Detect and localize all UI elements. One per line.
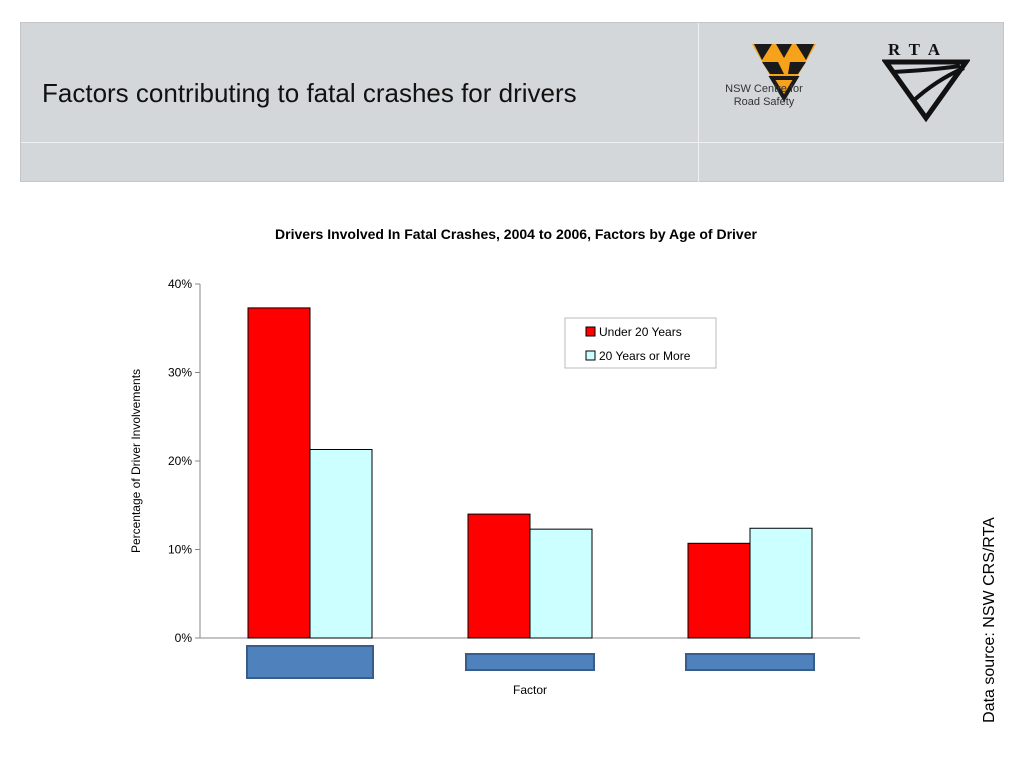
header-divider-horizontal xyxy=(21,142,1005,143)
y-tick-label: 20% xyxy=(168,454,192,468)
rta-logo-text: RTA xyxy=(888,40,950,59)
factor-label-box-1 xyxy=(246,645,374,679)
header-divider-vertical xyxy=(698,23,699,183)
bar-over-20-3 xyxy=(749,527,813,639)
legend-label-2: 20 Years or More xyxy=(599,349,691,363)
header-banner xyxy=(20,22,1005,183)
bar-under-20-3 xyxy=(687,542,751,639)
chart-title: Drivers Involved In Fatal Crashes, 2004 … xyxy=(275,226,757,242)
y-tick-label: 30% xyxy=(168,366,192,380)
bar-over-20-2 xyxy=(529,528,593,639)
slide-title: Factors contributing to fatal crashes fo… xyxy=(42,78,577,108)
y-axis-title: Percentage of Driver Involvements xyxy=(129,369,143,553)
nsw-road-safety-logo-icon xyxy=(752,44,816,102)
y-tick-label: 40% xyxy=(168,277,192,291)
bar-under-20-2 xyxy=(467,513,531,639)
legend-swatch-2 xyxy=(585,350,596,361)
x-axis-title: Factor xyxy=(513,683,547,697)
y-tick-label: 0% xyxy=(175,631,193,645)
legend-swatch-1 xyxy=(585,326,596,337)
legend-label-1: Under 20 Years xyxy=(599,325,682,339)
nsw-logo-caption: NSW Centre for Road Safety xyxy=(714,83,814,109)
y-tick-label: 10% xyxy=(168,543,192,557)
factor-label-box-3 xyxy=(685,653,815,671)
nsw-logo-caption-line2: Road Safety xyxy=(733,96,795,108)
rta-logo-icon xyxy=(882,59,970,122)
factor-label-box-2 xyxy=(465,653,595,671)
bar-under-20-1 xyxy=(247,307,311,639)
nsw-logo-caption-line1: NSW Centre for xyxy=(725,83,803,95)
bar-over-20-1 xyxy=(309,448,373,639)
data-source-note: Data source: NSW CRS/RTA xyxy=(981,517,998,723)
